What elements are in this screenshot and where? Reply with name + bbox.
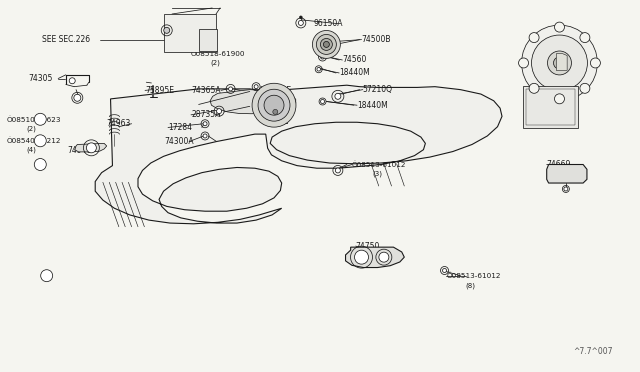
Circle shape [300,16,302,19]
Text: (8): (8) [466,282,476,289]
Text: 74930S: 74930S [537,104,566,113]
Text: 17012Y: 17012Y [179,35,208,44]
Circle shape [228,87,232,91]
Circle shape [335,93,341,99]
Text: S: S [45,273,49,278]
Text: 96150A: 96150A [314,19,343,28]
Text: SEE SEC.226: SEE SEC.226 [42,35,90,44]
Text: S: S [38,162,42,167]
Polygon shape [556,54,567,70]
Text: S: S [38,117,42,122]
Text: 75895E: 75895E [145,86,174,95]
Circle shape [529,33,539,42]
Circle shape [74,94,81,101]
Text: (4): (4) [26,147,36,153]
Polygon shape [95,85,502,224]
Bar [526,89,575,125]
Circle shape [69,78,76,84]
Text: 17284: 17284 [168,123,192,132]
Text: 57210Q: 57210Q [363,85,393,94]
Circle shape [379,252,389,262]
Text: 74300A: 74300A [164,137,194,146]
Circle shape [317,67,321,71]
Text: 74365A: 74365A [191,86,221,95]
Text: 74669: 74669 [547,160,571,169]
Bar [164,14,216,52]
Circle shape [41,270,52,282]
Circle shape [252,83,296,127]
Polygon shape [210,90,296,114]
Polygon shape [547,164,587,183]
Polygon shape [346,247,404,267]
Text: 74305: 74305 [28,74,52,83]
Circle shape [321,38,332,50]
Circle shape [522,25,597,101]
Circle shape [554,22,564,32]
Text: 74560: 74560 [342,55,367,64]
Circle shape [35,158,46,170]
Text: (2): (2) [26,125,36,132]
Bar [198,29,216,51]
Text: Ó08513-61012: Ó08513-61012 [352,161,406,168]
Text: Ó08518-61900: Ó08518-61900 [191,50,246,57]
Text: 74750: 74750 [356,241,380,250]
Circle shape [580,33,590,42]
Text: Ó08510-61623: Ó08510-61623 [7,116,61,122]
Circle shape [264,95,284,115]
Circle shape [258,89,290,121]
Circle shape [554,57,566,69]
Circle shape [323,41,330,47]
Text: Ó08513-61012: Ó08513-61012 [447,272,501,279]
Circle shape [35,113,46,125]
Circle shape [518,58,529,68]
Circle shape [554,94,564,104]
Circle shape [203,122,207,126]
Circle shape [206,35,211,40]
Text: 18440M: 18440M [357,101,388,110]
Text: 18440M: 18440M [339,68,370,77]
Text: Ó08540-61212: Ó08540-61212 [7,138,61,144]
Circle shape [564,187,568,191]
Circle shape [35,135,46,147]
Text: 74966: 74966 [561,49,586,58]
Circle shape [86,143,97,153]
Text: 74500B: 74500B [362,35,391,44]
Text: 74500E: 74500E [262,86,292,95]
Circle shape [442,269,447,273]
Text: 74940: 74940 [68,145,92,154]
Circle shape [316,35,337,54]
Text: 74963: 74963 [107,119,131,128]
Circle shape [254,85,258,89]
Circle shape [321,55,324,59]
Polygon shape [75,143,107,152]
Circle shape [298,20,303,25]
Circle shape [321,99,324,103]
Circle shape [580,83,590,93]
Text: (3): (3) [372,171,382,177]
Circle shape [164,28,170,33]
Bar [523,86,578,128]
Text: (2): (2) [210,60,220,66]
Circle shape [335,168,340,173]
Circle shape [216,109,221,113]
Circle shape [273,109,278,114]
Circle shape [591,58,600,68]
Circle shape [529,83,539,93]
Circle shape [355,250,369,264]
Text: S: S [38,138,42,143]
Text: 28735A: 28735A [191,110,220,119]
Circle shape [532,35,588,91]
Circle shape [312,31,340,58]
Circle shape [203,134,207,138]
Text: ^7.7^007: ^7.7^007 [573,347,612,356]
Circle shape [547,51,572,75]
